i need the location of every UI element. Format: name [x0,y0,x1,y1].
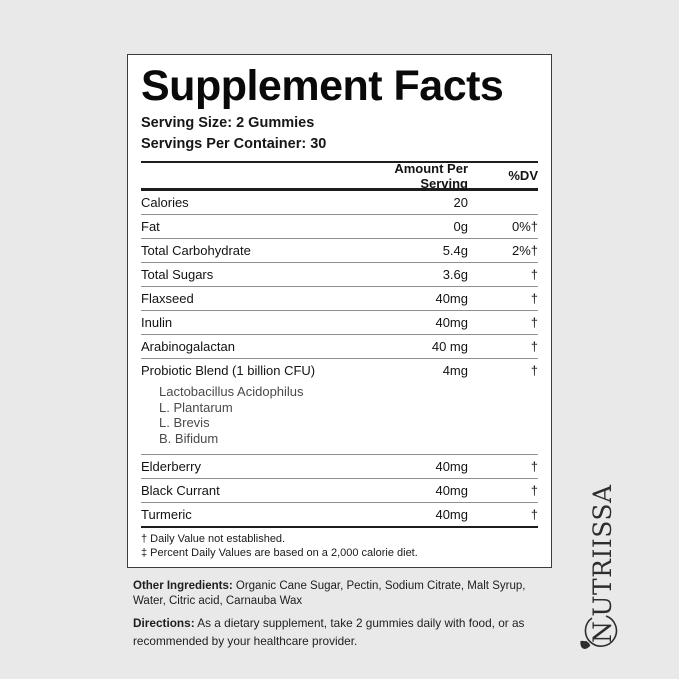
other-ingredients-label: Other Ingredients: [133,580,233,592]
header-amount-per-serving: Amount Per Serving [394,160,468,191]
table-row: Fat 0g 0%† [141,215,538,239]
table-header-row: Amount Per Serving %DV [141,160,538,191]
row-dv: † [530,291,538,306]
row-amount: 40mg [435,315,468,330]
servings-per-container: Servings Per Container: 30 [141,136,327,152]
brand-letter-n: N [587,620,617,643]
footnote-line: ‡ Percent Daily Values are based on a 2,… [141,546,418,559]
footnotes: † Daily Value not established. ‡ Percent … [141,528,538,560]
row-amount: 0g [453,219,468,234]
footnote-top-rule [141,526,538,528]
row-amount: 40mg [435,483,468,498]
row-dv: † [530,459,538,474]
supplement-facts-panel: Supplement Facts Serving Size: 2 Gummies… [127,54,552,568]
row-name: Turmeric [141,507,192,522]
row-name: Probiotic Blend (1 billion CFU) [141,363,316,378]
row-dv: † [530,363,538,378]
row-dv: † [530,267,538,282]
row-name: Arabinogalactan [141,339,235,354]
row-name: Fat [141,219,160,234]
other-ingredients-text: Organic Cane Sugar, Pectin, Sodium Citra… [133,580,526,607]
table-row: Calories 20 [141,191,538,215]
table-body: Calories 20 Fat 0g 0%† Total Carbohydrate 5.4g… [141,191,538,526]
row-amount: 40mg [435,507,468,522]
row-dv: † [530,315,538,330]
brand-rest: UTRIISSA [587,484,617,617]
table-row: Flaxseed 40mg † [141,287,538,311]
serving-info: Serving Size: 2 Gummies Servings Per Con… [141,113,538,155]
row-dv: † [530,483,538,498]
row-dv: † [530,339,538,354]
sub-ingredient-list: Lactobacillus Acidophilus L. Plantarum L. … [141,382,538,454]
row-dv: 0%† [511,219,538,234]
table-row: Elderberry 40mg † [141,455,538,479]
sub-ingredient: Lactobacillus Acidophilus [159,384,304,399]
row-name: Flaxseed [141,291,194,306]
directions-label: Directions: [133,616,195,630]
table-row: Turmeric 40mg † [141,503,538,526]
directions-text: As a dietary supplement, take 2 gummies … [133,616,525,648]
row-name: Total Sugars [141,267,214,282]
directions: Directions: As a dietary supplement, tak… [133,614,557,650]
row-amount: 40mg [435,459,468,474]
row-amount: 20 [453,195,468,210]
table-row: Arabinogalactan 40 mg † [141,335,538,359]
table-row: Total Carbohydrate 5.4g 2%† [141,239,538,263]
row-amount: 3.6g [442,267,468,282]
row-name: Total Carbohydrate [141,243,251,258]
row-dv: 2%† [511,243,538,258]
table-row: Probiotic Blend (1 billion CFU) 4mg † Lacto… [141,359,538,455]
panel-title: Supplement Facts [141,62,504,110]
row-name: Elderberry [141,459,201,474]
other-ingredients: Other Ingredients: Organic Cane Sugar, P… [133,579,557,609]
sub-ingredient: B. Bifidum [159,430,219,446]
table-row: Black Currant 40mg † [141,479,538,503]
row-amount: 40mg [435,291,468,306]
header-dv: %DV [508,168,538,183]
row-amount: 5.4g [442,243,468,258]
row-name: Calories [141,195,189,210]
table-row: Total Sugars 3.6g † [141,263,538,287]
brand-logo: N UTRIISSA [579,480,619,649]
footnote-line: † Daily Value not established. [141,533,286,545]
row-dv: † [530,507,538,522]
table-row: Inulin 40mg † [141,311,538,335]
sub-ingredient: L. Brevis [159,415,210,430]
brand-first-letter: N [579,615,617,649]
row-name: Inulin [141,315,173,330]
row-name: Black Currant [141,483,220,498]
row-amount: 40 mg [431,339,468,354]
serving-size: Serving Size: 2 Gummies [141,115,315,131]
row-amount: 4mg [442,363,468,378]
sub-ingredient: L. Plantarum [159,399,233,415]
header-top-rule [141,161,538,163]
